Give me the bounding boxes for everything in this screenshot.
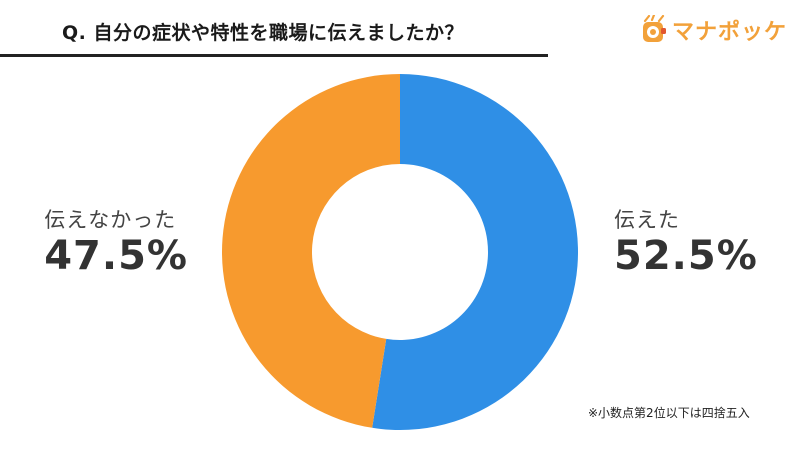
slice-value-label: 52.5% xyxy=(614,233,758,279)
slice-label-not-told: 伝えなかった 47.5% xyxy=(44,204,188,278)
brand-logo: マナポッケ xyxy=(640,14,787,46)
slice-label-told: 伝えた 52.5% xyxy=(614,204,758,278)
brand-logo-icon xyxy=(643,15,666,42)
brand-logo-text: マナポッケ xyxy=(672,20,788,45)
rounding-footnote: ※小数点第2位以下は四捨五入 xyxy=(588,406,750,420)
donut-slice-told xyxy=(372,74,578,430)
slice-category-label: 伝えた xyxy=(614,208,680,232)
title-underline xyxy=(0,54,548,57)
slice-category-label: 伝えなかった xyxy=(44,208,177,232)
question-title: Q. 自分の症状や特性を職場に伝えましたか？ xyxy=(62,22,464,44)
donut-slice-not-told xyxy=(221,74,400,428)
slice-value-label: 47.5% xyxy=(44,233,188,279)
